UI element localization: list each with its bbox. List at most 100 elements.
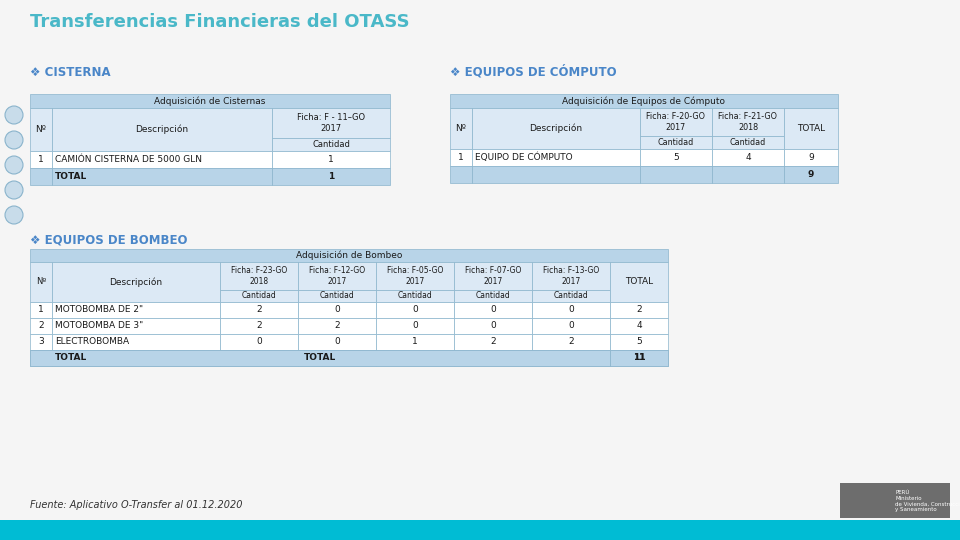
Text: Ficha: F-21-GO: Ficha: F-21-GO <box>718 112 778 122</box>
Text: Ficha: F-07-GO: Ficha: F-07-GO <box>465 266 521 275</box>
Bar <box>272 108 390 138</box>
Text: 0: 0 <box>334 338 340 347</box>
Circle shape <box>5 156 23 174</box>
Bar <box>640 149 712 166</box>
Text: TOTAL: TOTAL <box>55 172 87 181</box>
Text: 2017: 2017 <box>321 124 342 133</box>
Bar <box>784 108 838 149</box>
Text: 0: 0 <box>568 321 574 330</box>
Bar <box>298 290 376 302</box>
Text: 2: 2 <box>256 306 262 314</box>
Text: Nº: Nº <box>36 125 46 134</box>
Bar <box>30 249 668 262</box>
Text: TOTAL: TOTAL <box>304 354 336 362</box>
Bar <box>298 318 376 334</box>
Bar <box>0 520 960 540</box>
Text: 0: 0 <box>334 306 340 314</box>
Bar <box>610 350 668 366</box>
Text: 2018: 2018 <box>738 123 758 132</box>
Bar <box>376 350 454 366</box>
Bar <box>532 262 610 290</box>
Bar <box>454 262 532 290</box>
Bar <box>376 318 454 334</box>
Bar <box>640 136 712 149</box>
Bar <box>52 318 220 334</box>
Text: Ficha: F-23-GO: Ficha: F-23-GO <box>230 266 287 275</box>
Bar <box>472 149 640 166</box>
Text: 2: 2 <box>568 338 574 347</box>
Text: Ficha: F-20-GO: Ficha: F-20-GO <box>646 112 706 122</box>
Text: 1: 1 <box>328 172 334 181</box>
Text: 11: 11 <box>633 354 645 362</box>
Text: Ficha: F-05-GO: Ficha: F-05-GO <box>387 266 444 275</box>
Bar <box>52 262 220 302</box>
Text: Ficha: F - 11–GO: Ficha: F - 11–GO <box>297 113 365 122</box>
Text: 2017: 2017 <box>327 276 347 286</box>
Text: 2: 2 <box>491 338 495 347</box>
Text: 0: 0 <box>412 306 418 314</box>
Bar <box>30 151 52 168</box>
Text: 0: 0 <box>412 321 418 330</box>
Bar <box>52 350 220 366</box>
Text: Nº: Nº <box>36 278 46 287</box>
Bar <box>220 350 298 366</box>
Bar <box>450 108 472 149</box>
Text: 1: 1 <box>38 306 44 314</box>
Text: Descripción: Descripción <box>109 277 162 287</box>
Text: 5: 5 <box>636 338 642 347</box>
Text: 2017: 2017 <box>405 276 424 286</box>
Text: 5: 5 <box>673 153 679 162</box>
Bar <box>298 302 376 318</box>
Text: TOTAL: TOTAL <box>55 354 87 362</box>
Bar <box>30 350 52 366</box>
Bar <box>376 302 454 318</box>
Bar <box>450 149 472 166</box>
Bar <box>454 334 532 350</box>
Text: Adquisición de Equipos de Cómputo: Adquisición de Equipos de Cómputo <box>563 96 726 106</box>
Bar <box>610 350 668 366</box>
Bar <box>610 318 668 334</box>
Bar <box>532 302 610 318</box>
Text: 1: 1 <box>38 155 44 164</box>
Text: 0: 0 <box>491 306 496 314</box>
Bar <box>30 334 52 350</box>
Bar <box>272 138 390 151</box>
Circle shape <box>5 181 23 199</box>
Bar <box>712 166 784 183</box>
Bar <box>298 350 376 366</box>
Bar <box>640 108 712 136</box>
Text: 1: 1 <box>328 155 334 164</box>
Text: 11: 11 <box>633 354 645 362</box>
Text: 2: 2 <box>38 321 44 330</box>
Bar <box>472 166 640 183</box>
Bar <box>30 94 390 108</box>
Bar <box>376 262 454 290</box>
Text: Nº: Nº <box>456 124 467 133</box>
Text: 2: 2 <box>636 306 642 314</box>
Bar <box>532 318 610 334</box>
Bar <box>298 334 376 350</box>
Bar <box>376 290 454 302</box>
Bar <box>220 290 298 302</box>
Text: Cantidad: Cantidad <box>658 138 694 147</box>
Text: Ficha: F-12-GO: Ficha: F-12-GO <box>309 266 365 275</box>
Text: EQUIPO DE CÓMPUTO: EQUIPO DE CÓMPUTO <box>475 153 572 162</box>
Text: Cantidad: Cantidad <box>320 292 354 300</box>
Text: Fuente: Aplicativo O-Transfer al 01.12.2020: Fuente: Aplicativo O-Transfer al 01.12.2… <box>30 500 243 510</box>
Bar <box>272 151 390 168</box>
Bar <box>220 334 298 350</box>
Text: 2017: 2017 <box>666 123 686 132</box>
Bar <box>30 302 52 318</box>
Bar <box>532 350 610 366</box>
Text: Transferencias Financieras del OTASS: Transferencias Financieras del OTASS <box>30 13 410 31</box>
Text: 1: 1 <box>412 338 418 347</box>
Text: TOTAL: TOTAL <box>797 124 825 133</box>
Text: Cantidad: Cantidad <box>397 292 432 300</box>
Bar <box>220 318 298 334</box>
Bar <box>220 262 298 290</box>
Text: 0: 0 <box>491 321 496 330</box>
Bar <box>610 262 668 302</box>
Bar <box>450 94 838 108</box>
Text: 4: 4 <box>745 153 751 162</box>
Text: Cantidad: Cantidad <box>312 140 350 149</box>
